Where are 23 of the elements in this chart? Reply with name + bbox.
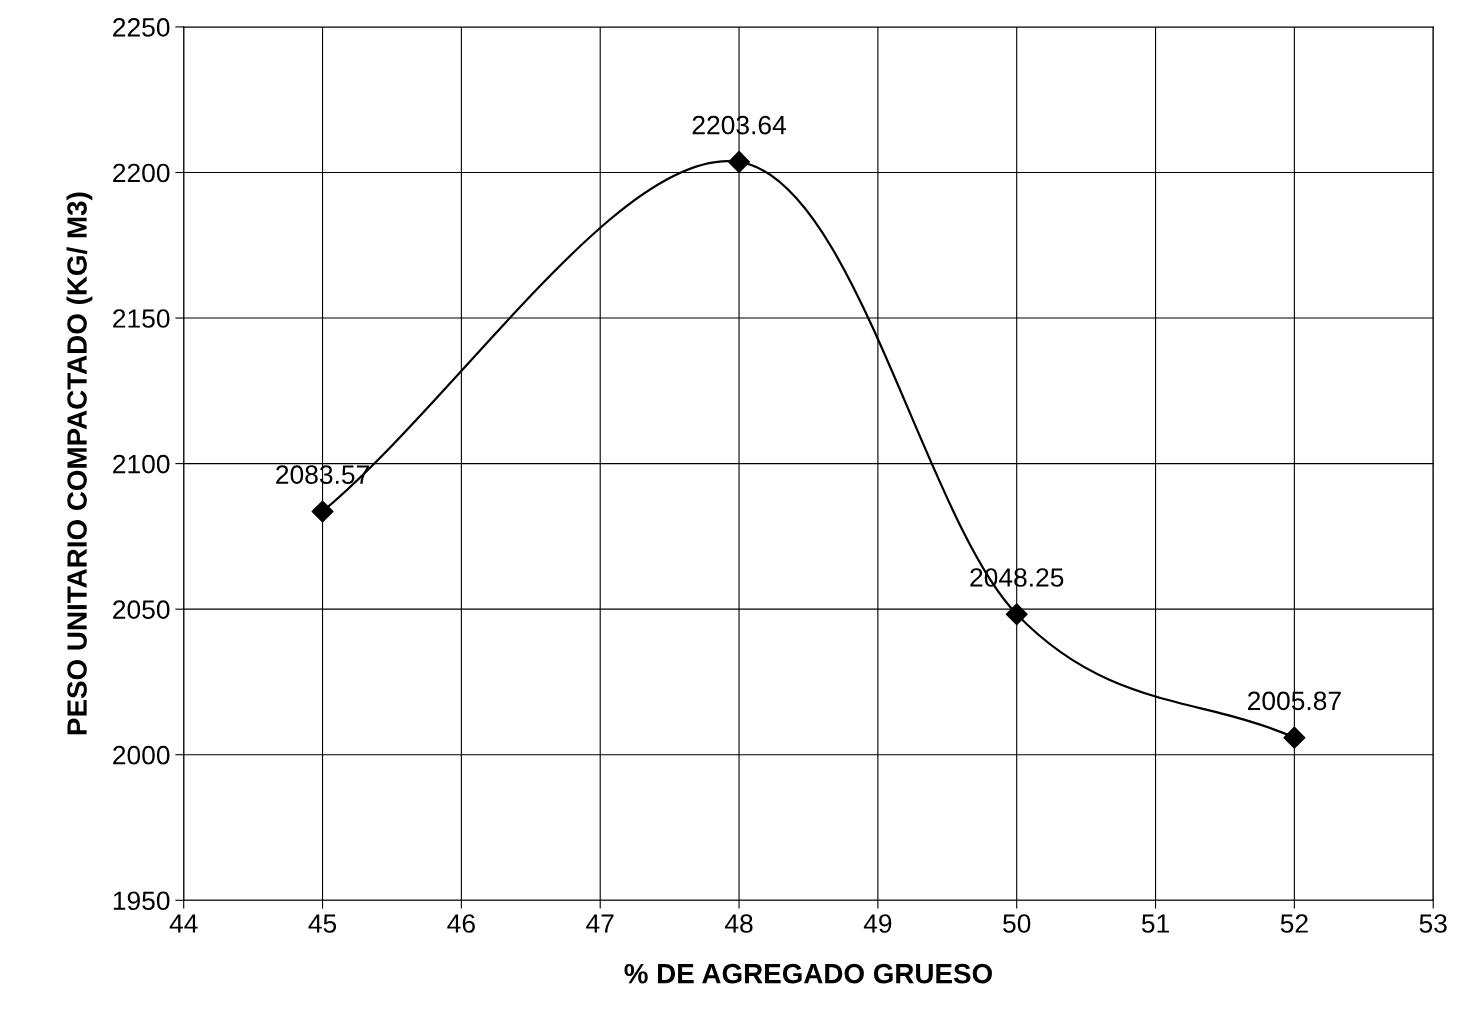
x-tick-label: 49 bbox=[863, 914, 892, 933]
x-tick-label: 45 bbox=[308, 914, 337, 933]
x-axis-title: % DE AGREGADO GRUESO bbox=[624, 963, 992, 984]
x-tick-label: 47 bbox=[586, 914, 614, 933]
point bbox=[1283, 726, 1306, 749]
point bbox=[1005, 603, 1028, 626]
point bbox=[311, 500, 334, 523]
x-tick-label: 44 bbox=[169, 914, 198, 933]
y-tick-label: 2200 bbox=[113, 163, 170, 183]
x-tick-label: 51 bbox=[1141, 914, 1169, 933]
x-tick-label: 48 bbox=[724, 914, 753, 933]
y-axis-title: PESO UNITARIO COMPACTADO (KG/ M3) bbox=[66, 192, 93, 735]
x-tick-label: 46 bbox=[447, 914, 475, 933]
x-tick-label: 50 bbox=[1003, 914, 1031, 933]
y-tick-label: 2050 bbox=[113, 600, 170, 619]
y-tick-label: 2000 bbox=[113, 745, 170, 765]
y-tick-label: 2150 bbox=[113, 309, 170, 328]
y-tick-label: 2100 bbox=[113, 454, 170, 474]
x-tick-label: 52 bbox=[1280, 914, 1308, 933]
y-tick-label: 2250 bbox=[113, 18, 170, 37]
x-tick-label: 53 bbox=[1419, 914, 1447, 933]
point bbox=[728, 150, 751, 173]
y-tick-label: 1950 bbox=[113, 891, 170, 911]
